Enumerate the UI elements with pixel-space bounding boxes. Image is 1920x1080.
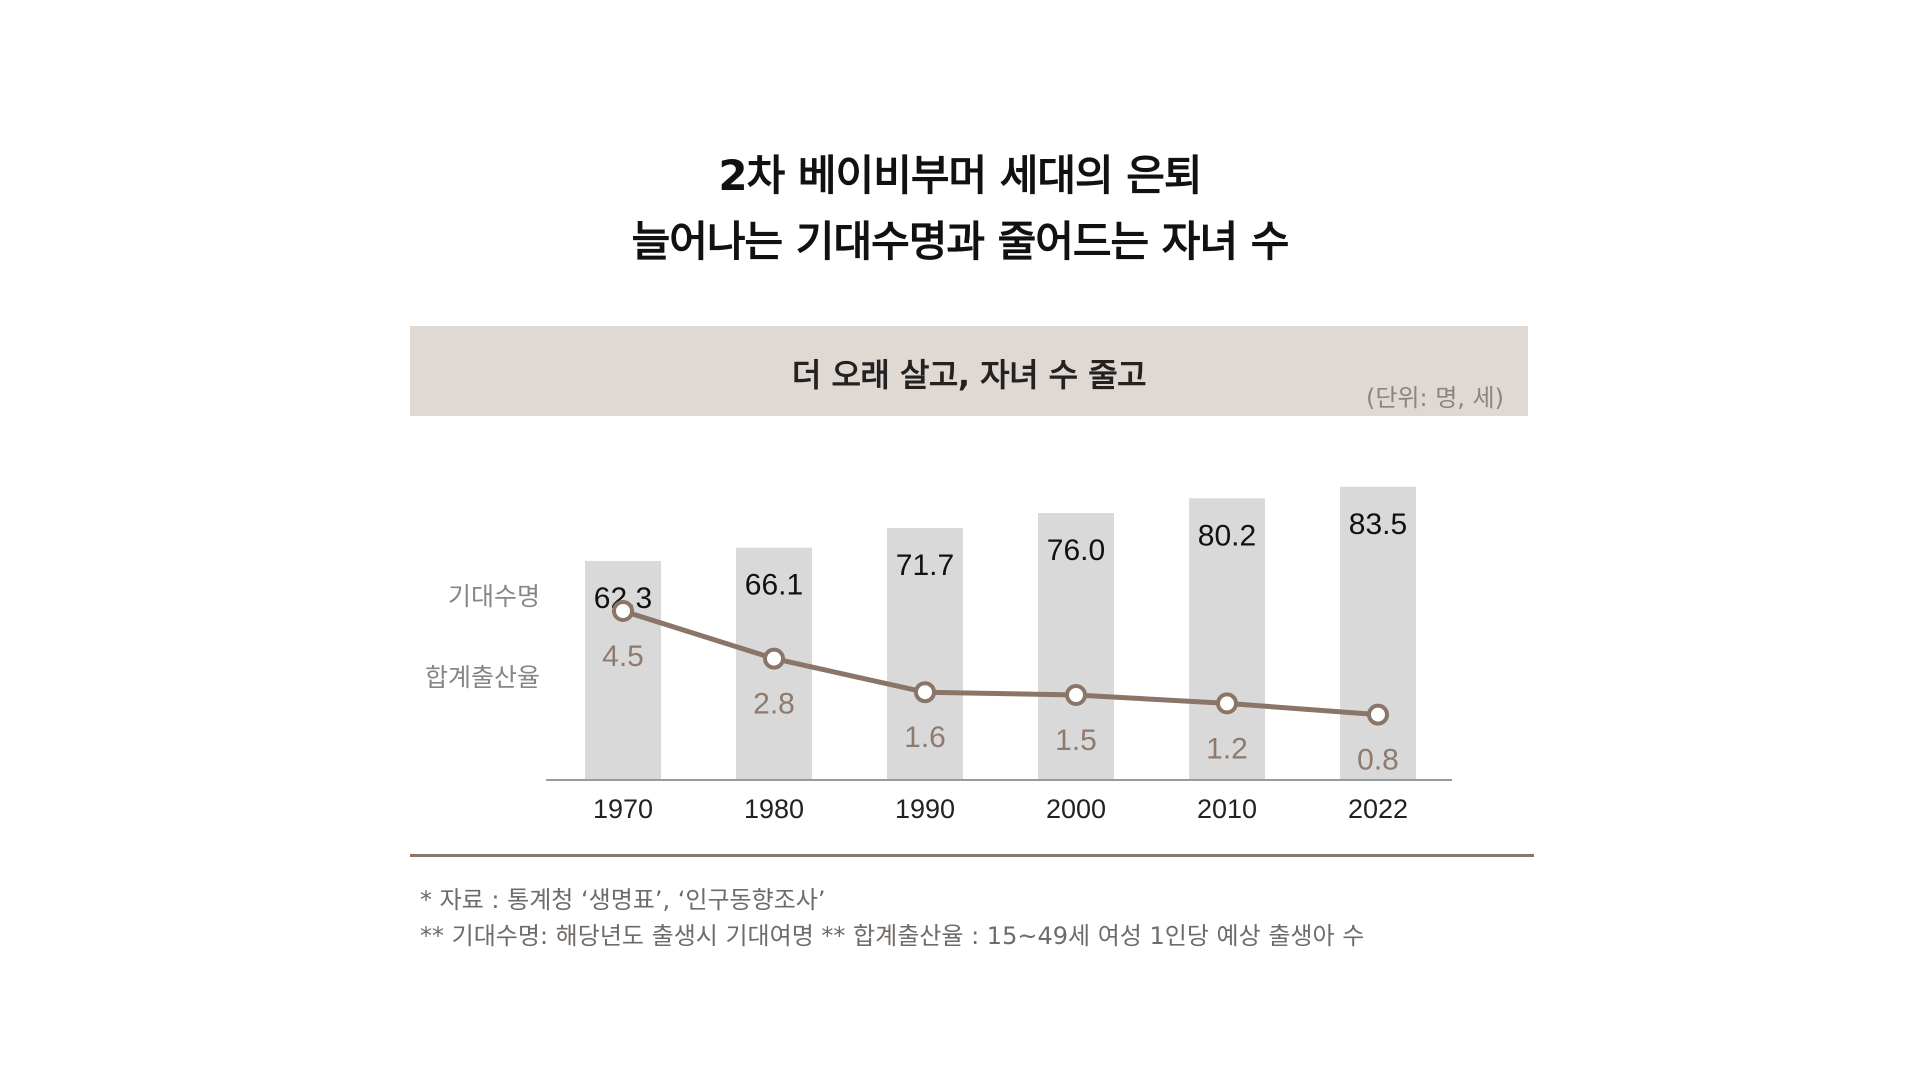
source-note: * 자료 : 통계청 ‘생명표’, ‘인구동향조사’ bbox=[420, 886, 826, 914]
fertility-rate-point bbox=[914, 681, 936, 704]
main-title-line-1: 2차 베이비부머 세대의 은퇴 bbox=[718, 151, 1202, 200]
footer-divider bbox=[410, 854, 1534, 857]
fertility-rate-value-label: 1.5 bbox=[1055, 724, 1097, 757]
fertility-rate-points bbox=[612, 600, 1389, 726]
definition-note: ** 기대수명: 해당년도 출생시 기대여명 ** 합계출산율 : 15~49세… bbox=[420, 922, 1365, 950]
life-expectancy-labels: 62.3 66.171.7 76.0 80.2 83.5 bbox=[594, 508, 1407, 615]
life-expectancy-bar bbox=[887, 528, 963, 779]
fertility-rate-value-label: 0.8 bbox=[1357, 744, 1399, 777]
life-expectancy-bar bbox=[585, 560, 661, 779]
fertility-rate-value-label: 1.6 bbox=[904, 721, 946, 754]
life-expectancy-value-label: 66.1 bbox=[745, 569, 803, 602]
main-title-line-2: 늘어나는 기대수명과 줄어드는 자녀 수 bbox=[631, 217, 1290, 266]
chart-header-banner: 더 오래 살고, 자녀 수 줄고 (단위: 명, 세) bbox=[410, 326, 1528, 416]
x-axis-tick-label: 2000 bbox=[1046, 794, 1106, 824]
x-axis-tick-label: 1970 bbox=[593, 794, 653, 824]
fertility-rate-point bbox=[612, 600, 634, 622]
life-expectancy-value-label: 76.0 bbox=[1047, 534, 1105, 567]
life-expectancy-bar bbox=[1038, 513, 1114, 779]
fertility-rate-labels: 4.5 2.8 1.6 1.5 1.2 0.8 bbox=[602, 640, 1399, 777]
fertility-rate-point bbox=[763, 647, 785, 670]
chart-title: 더 오래 살고, 자녀 수 줄고 bbox=[791, 356, 1147, 394]
fertility-rate-point bbox=[1216, 692, 1238, 715]
x-axis-tick-labels: 1970 1980 1990 2000 2010 2022 bbox=[593, 794, 1408, 824]
x-axis-tick-label: 1980 bbox=[744, 794, 804, 824]
x-axis-tick-label: 2010 bbox=[1197, 794, 1257, 824]
fertility-rate-point bbox=[1367, 703, 1389, 726]
fertility-rate-value-label: 1.2 bbox=[1206, 732, 1248, 765]
row-label-life-expectancy: 기대수명 bbox=[448, 582, 540, 611]
fertility-rate-value-label: 2.8 bbox=[753, 688, 795, 721]
fertility-rate-point bbox=[1065, 684, 1087, 706]
life-expectancy-bar bbox=[1189, 498, 1265, 779]
life-expectancy-value-label: 80.2 bbox=[1198, 519, 1256, 552]
row-label-fertility-rate: 합계출산율 bbox=[425, 663, 540, 692]
fertility-rate-value-label: 4.5 bbox=[602, 640, 644, 673]
unit-label: (단위: 명, 세) bbox=[1365, 384, 1504, 412]
life-expectancy-value-label: 83.5 bbox=[1349, 508, 1407, 541]
life-expectancy-value-label: 71.7 bbox=[896, 549, 954, 582]
fertility-rate-line bbox=[622, 608, 1379, 718]
x-axis-tick-label: 2022 bbox=[1348, 794, 1408, 824]
x-axis-tick-label: 1990 bbox=[895, 794, 955, 824]
life-expectancy-bar bbox=[1340, 486, 1416, 779]
bar-group bbox=[585, 486, 1416, 779]
